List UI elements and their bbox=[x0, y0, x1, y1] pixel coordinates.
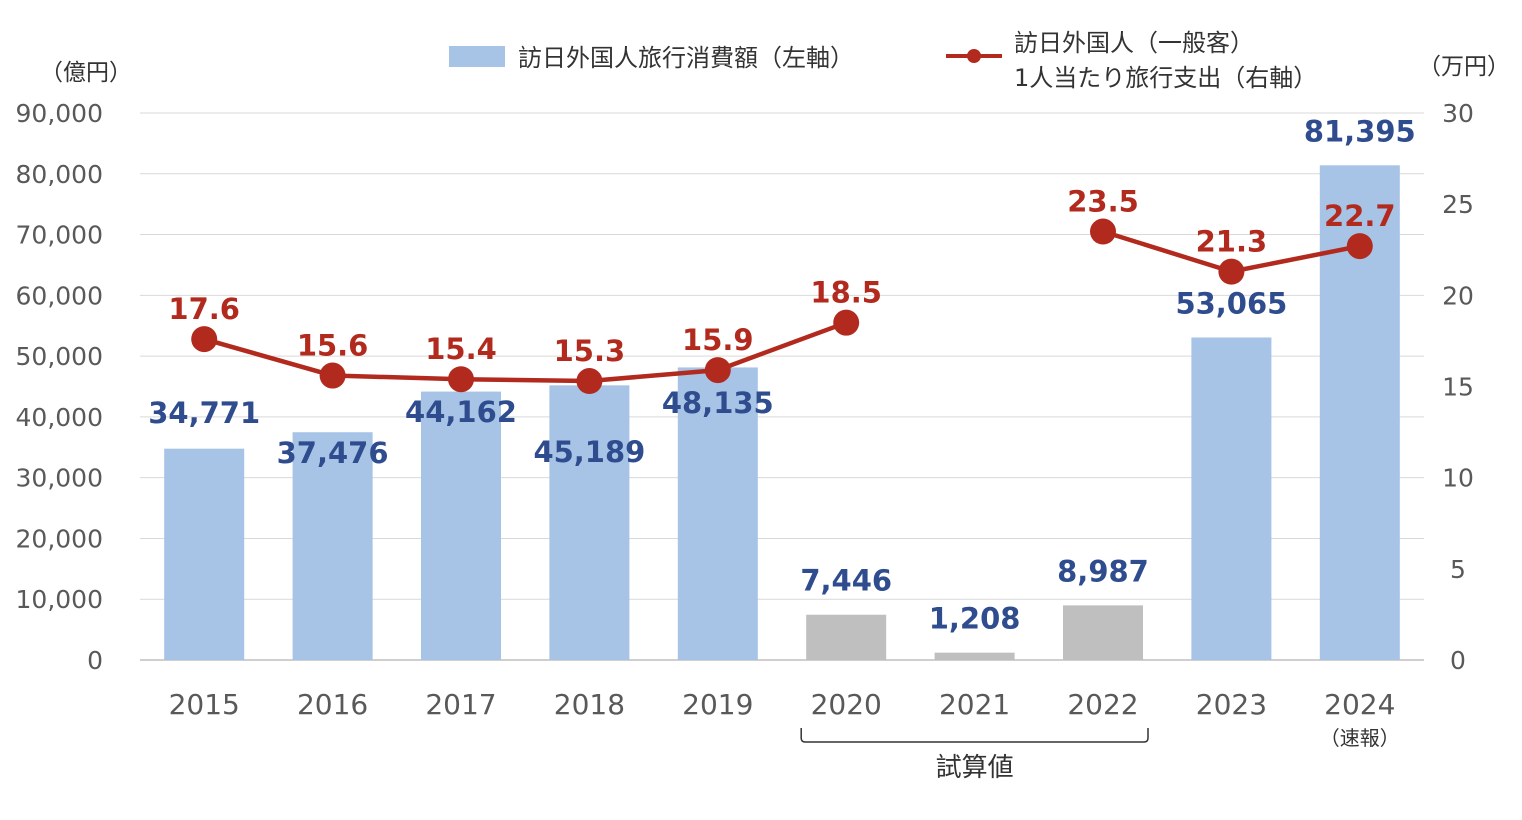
bar-value-label: 81,395 bbox=[1304, 114, 1416, 148]
bar bbox=[421, 391, 501, 660]
line-value-label: 18.5 bbox=[810, 276, 882, 310]
bar-value-label: 53,065 bbox=[1175, 286, 1287, 320]
bar-value-label: 34,771 bbox=[148, 396, 260, 430]
left-tick-label: 50,000 bbox=[16, 342, 103, 371]
line-value-label: 15.9 bbox=[682, 323, 754, 357]
category-label: 2022 bbox=[1067, 688, 1138, 721]
left-axis-unit: （億円） bbox=[40, 60, 132, 86]
left-tick-label: 70,000 bbox=[16, 221, 103, 250]
bar bbox=[1063, 605, 1143, 660]
right-tick-label: 5 bbox=[1450, 555, 1466, 584]
bar-labels: 34,771 37,476 44,162 45,189 48,135 7,446 1,208… bbox=[148, 114, 1416, 635]
bar-value-label: 8,987 bbox=[1057, 554, 1149, 588]
category-label: 2016 bbox=[297, 688, 368, 721]
right-axis-unit: （万円） bbox=[1418, 54, 1510, 80]
left-axis-ticks: 0 10,000 20,000 30,000 40,000 50,000 60,000 70,… bbox=[16, 99, 103, 675]
legend-bar-label: 訪日外国人旅行消費額（左軸） bbox=[518, 44, 854, 72]
right-tick-label: 25 bbox=[1442, 190, 1474, 219]
bar-value-label: 7,446 bbox=[800, 564, 892, 598]
line-point bbox=[576, 368, 603, 395]
line-value-label: 22.7 bbox=[1324, 199, 1396, 233]
left-tick-label: 80,000 bbox=[16, 160, 103, 189]
line-point bbox=[833, 309, 860, 336]
line-value-label: 23.5 bbox=[1067, 185, 1139, 219]
left-tick-label: 10,000 bbox=[16, 585, 103, 614]
right-tick-label: 15 bbox=[1442, 373, 1474, 402]
line-point bbox=[1346, 233, 1373, 260]
legend-line-label-1: 訪日外国人（一般客） bbox=[1014, 29, 1254, 57]
line-value-label: 15.3 bbox=[554, 334, 626, 368]
line-point bbox=[191, 326, 218, 353]
line-value-label: 15.4 bbox=[425, 332, 497, 366]
bar bbox=[806, 614, 887, 660]
line-point bbox=[1090, 218, 1116, 245]
line-series bbox=[191, 218, 1373, 395]
right-axis-ticks: 0 5 10 15 20 25 30 bbox=[1442, 99, 1474, 675]
bar-value-label: 45,189 bbox=[533, 435, 645, 469]
bar-value-label: 1,208 bbox=[929, 602, 1021, 636]
left-tick-label: 60,000 bbox=[16, 281, 103, 310]
line-point bbox=[448, 366, 474, 393]
legend-bar-swatch bbox=[449, 46, 505, 67]
bracket-line bbox=[800, 728, 1149, 743]
category-labels: 2015 2016 2017 2018 2019 2020 2021 2022 2023 2024… bbox=[169, 688, 1400, 750]
legend: 訪日外国人旅行消費額（左軸） 訪日外国人（一般客） 1人当たり旅行支出（右軸） bbox=[449, 29, 1317, 92]
left-tick-label: 90,000 bbox=[16, 99, 103, 128]
bar bbox=[549, 385, 630, 660]
category-label: 2019 bbox=[682, 688, 753, 721]
bar bbox=[934, 652, 1015, 660]
category-label: 2018 bbox=[554, 688, 625, 721]
category-label: 2020 bbox=[811, 688, 882, 721]
bar-value-label: 48,135 bbox=[662, 386, 774, 420]
line-value-label: 17.6 bbox=[168, 292, 240, 326]
left-tick-label: 30,000 bbox=[16, 464, 103, 493]
category-label: 2015 bbox=[169, 688, 240, 721]
bar bbox=[677, 367, 758, 660]
legend-line-marker bbox=[967, 49, 981, 63]
bracket-label: 試算値 bbox=[936, 753, 1014, 783]
line-value-label: 21.3 bbox=[1196, 225, 1268, 259]
right-tick-label: 10 bbox=[1442, 464, 1474, 493]
line-segment bbox=[203, 320, 847, 384]
bar-value-label: 37,476 bbox=[277, 436, 389, 470]
line-point bbox=[704, 357, 731, 384]
bar-value-label: 44,162 bbox=[405, 395, 517, 429]
estimate-bracket: 試算値 bbox=[800, 728, 1149, 783]
bars bbox=[164, 165, 1400, 661]
category-label: 2017 bbox=[425, 688, 496, 721]
bar bbox=[164, 448, 245, 660]
category-label: 2024 bbox=[1324, 688, 1395, 721]
right-tick-label: 30 bbox=[1442, 99, 1474, 128]
line-labels: 17.6 15.6 15.4 15.3 15.9 18.5 23.5 21.3 22.7 bbox=[168, 185, 1395, 369]
bar bbox=[1191, 337, 1272, 660]
legend-line-label-2: 1人当たり旅行支出（右軸） bbox=[1014, 64, 1317, 92]
right-tick-label: 20 bbox=[1442, 281, 1474, 310]
category-label: 2023 bbox=[1196, 688, 1267, 721]
left-tick-label: 20,000 bbox=[16, 524, 103, 553]
line-point bbox=[1218, 258, 1245, 285]
left-tick-label: 40,000 bbox=[16, 403, 103, 432]
right-tick-label: 0 bbox=[1450, 646, 1466, 675]
category-note: （速報） bbox=[1320, 726, 1400, 750]
line-value-label: 15.6 bbox=[297, 329, 369, 363]
bar bbox=[292, 432, 373, 660]
line-point bbox=[319, 362, 346, 389]
left-tick-label: 0 bbox=[87, 646, 103, 675]
category-label: 2021 bbox=[939, 688, 1010, 721]
